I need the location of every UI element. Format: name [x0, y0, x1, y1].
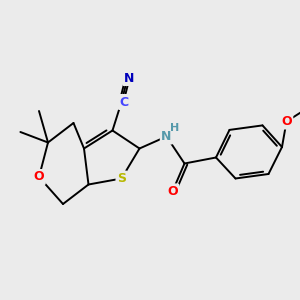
Text: O: O: [34, 170, 44, 184]
Text: O: O: [281, 115, 292, 128]
Text: H: H: [170, 123, 179, 133]
Text: S: S: [117, 172, 126, 185]
Text: N: N: [161, 130, 172, 143]
Text: N: N: [124, 71, 134, 85]
Text: O: O: [167, 185, 178, 198]
Text: C: C: [119, 95, 128, 109]
